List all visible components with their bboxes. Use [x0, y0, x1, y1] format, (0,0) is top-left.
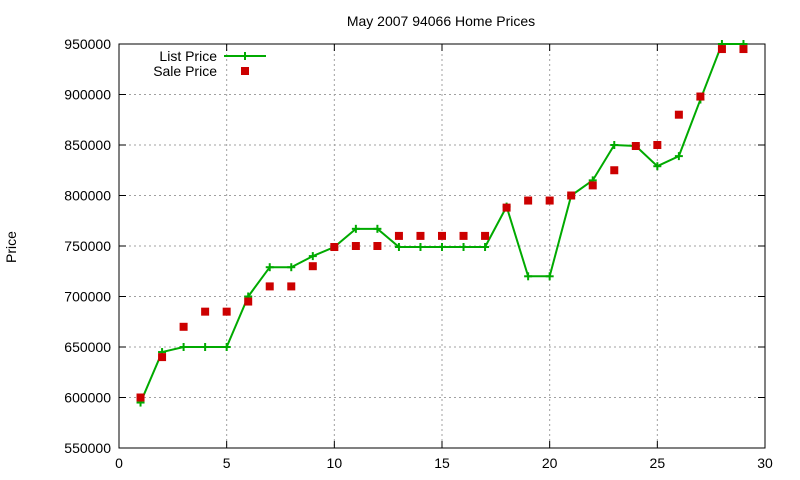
sale-price-point — [201, 307, 210, 316]
list-price-point — [653, 162, 662, 171]
list-price-line — [139, 43, 744, 403]
x-tick-label: 5 — [223, 455, 231, 471]
chart-title: May 2007 94066 Home Prices — [347, 13, 535, 29]
sale-price-point — [416, 231, 425, 240]
plot-frame — [118, 43, 766, 449]
list-price-point — [287, 263, 296, 272]
x-tick-label: 30 — [757, 455, 773, 471]
list-price-point — [179, 343, 188, 351]
y-tick-label: 950000 — [64, 36, 111, 52]
sale-price-point — [136, 393, 145, 402]
list-price-point — [201, 343, 210, 351]
list-price-point — [459, 243, 468, 252]
y-tick-label: 700000 — [64, 289, 111, 305]
list-price-point — [394, 243, 403, 252]
sale-price-point — [610, 166, 619, 175]
y-tick-label: 600000 — [64, 390, 111, 406]
legend: List Price Sale Price — [153, 48, 266, 79]
sale-price-point — [179, 322, 188, 331]
sale-price-point — [351, 242, 360, 250]
sale-price-point — [308, 262, 317, 271]
list-price-point — [351, 224, 360, 233]
x-tick-label: 15 — [434, 455, 450, 471]
sale-price-point — [545, 196, 554, 205]
series-layer — [136, 40, 748, 407]
y-axis-label: Price — [3, 231, 19, 263]
list-price-point — [416, 243, 425, 252]
sale-price-point — [373, 242, 382, 250]
x-tick-label: 25 — [650, 455, 666, 471]
y-tick-label: 850000 — [64, 137, 111, 153]
list-price-point — [222, 343, 231, 351]
x-tick-label: 10 — [327, 455, 343, 471]
list-price-point — [674, 152, 683, 161]
list-price-point — [373, 224, 382, 233]
legend-marker-sale-price — [241, 67, 249, 75]
sale-price-point — [394, 231, 403, 240]
sale-price-point — [287, 282, 296, 291]
y-tick-label: 650000 — [64, 339, 111, 355]
list-price-point — [524, 272, 533, 281]
sale-price-point — [481, 231, 490, 240]
sale-price-point — [653, 141, 662, 149]
sale-price-point — [588, 181, 597, 190]
list-price-point — [481, 243, 490, 252]
y-tick-label: 900000 — [64, 87, 111, 103]
list-price-point — [610, 141, 619, 149]
y-tick-label: 550000 — [64, 440, 111, 456]
list-price-point — [438, 243, 446, 252]
y-tick-label: 800000 — [64, 188, 111, 204]
sale-price-point — [502, 203, 511, 212]
list-price-point — [265, 263, 274, 272]
sale-price-point — [674, 110, 683, 119]
sale-price-point — [739, 45, 748, 54]
sale-price-point — [265, 282, 274, 291]
axis-ticks: 550000 600000 650000 700000 750000 800000 8500… — [64, 36, 773, 471]
legend-label-sale-price: Sale Price — [153, 63, 217, 79]
y-tick-label: 750000 — [64, 238, 111, 254]
list-price-point — [308, 252, 317, 261]
sale-price-point — [330, 243, 339, 252]
x-tick-label: 0 — [115, 455, 123, 471]
sale-price-point — [696, 92, 705, 101]
sale-price-point — [459, 231, 468, 240]
sale-price-point — [244, 297, 253, 306]
sale-price-point — [438, 231, 446, 240]
sale-price-point — [717, 45, 726, 54]
sale-price-point — [524, 196, 533, 205]
list-price-point — [545, 272, 554, 281]
sale-price-point — [222, 307, 231, 316]
x-tick-label: 20 — [542, 455, 558, 471]
legend-label-list-price: List Price — [159, 48, 217, 64]
sale-price-point — [567, 191, 576, 200]
sale-price-point — [631, 142, 640, 151]
sale-price-point — [158, 353, 167, 362]
